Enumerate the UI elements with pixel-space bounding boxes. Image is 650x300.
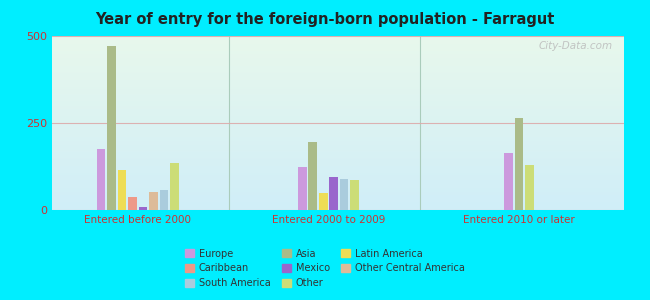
Bar [525, 165, 534, 210]
Bar [350, 180, 359, 210]
Text: City-Data.com: City-Data.com [538, 41, 612, 51]
Bar [107, 46, 116, 210]
Bar [515, 118, 523, 210]
Bar [340, 179, 348, 210]
Text: Year of entry for the foreign-born population - Farragut: Year of entry for the foreign-born popul… [96, 12, 554, 27]
Bar [504, 153, 513, 210]
Bar [170, 163, 179, 210]
Bar [150, 192, 158, 210]
Bar [298, 167, 307, 210]
Bar [128, 197, 137, 210]
Bar [97, 149, 105, 210]
Bar [309, 142, 317, 210]
Bar [118, 170, 126, 210]
Legend: Europe, Caribbean, South America, Asia, Mexico, Other, Latin America, Other Cent: Europe, Caribbean, South America, Asia, … [181, 244, 469, 292]
Bar [160, 190, 168, 210]
Bar [330, 177, 338, 210]
Bar [138, 207, 148, 210]
Bar [319, 193, 328, 210]
